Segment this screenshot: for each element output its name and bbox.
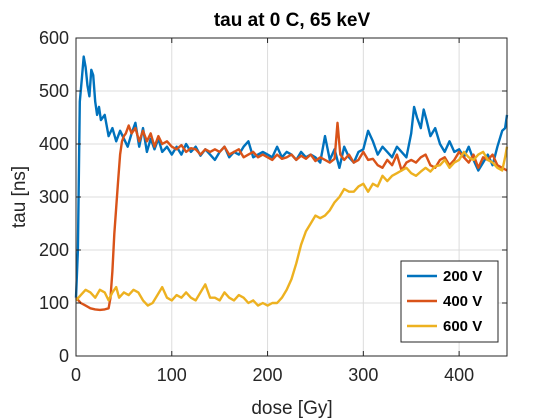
y-tick-label: 300 (39, 187, 69, 207)
x-tick-label: 200 (253, 365, 283, 385)
y-tick-label: 400 (39, 134, 69, 154)
x-tick-label: 400 (444, 365, 474, 385)
legend-label-1: 200 V (443, 268, 482, 285)
plot-area: 0 100 200 300 400 0 100 200 300 400 500 600 200 V 400… (39, 28, 509, 385)
series-line-2 (75, 121, 508, 312)
series-line-1 (74, 55, 509, 298)
x-tick-label: 0 (71, 365, 81, 385)
chart-title: tau at 0 C, 65 keV (214, 10, 371, 31)
legend-label-2: 400 V (443, 293, 482, 310)
y-tick-label: 200 (39, 240, 69, 260)
x-tick-label: 300 (348, 365, 378, 385)
y-tick-label: 0 (59, 346, 69, 366)
y-tick-label: 600 (39, 28, 69, 48)
y-axis-label: tau [ns] (9, 166, 30, 228)
x-axis-label: dose [Gy] (251, 398, 332, 419)
series-line-3 (75, 146, 509, 307)
x-tick-label: 100 (157, 365, 187, 385)
legend-label-3: 600 V (443, 318, 482, 335)
y-tick-label: 500 (39, 81, 69, 101)
y-tick-label: 100 (39, 293, 69, 313)
